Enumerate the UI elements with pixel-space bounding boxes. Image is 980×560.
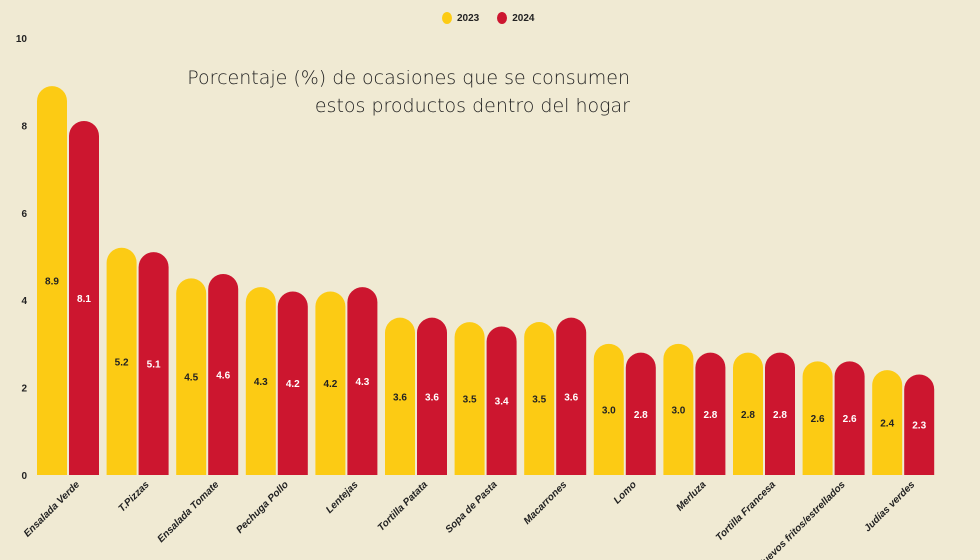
data-label: 3.0 [602, 405, 616, 416]
bar-2024 [625, 352, 656, 475]
x-tick-label: Sopa de Pasta [444, 479, 500, 535]
bar-2024 [347, 287, 378, 475]
x-tick-label: Ensalada Tomate [156, 479, 222, 545]
bar-2023 [315, 291, 346, 475]
bar-2023 [872, 370, 903, 475]
data-label: 4.6 [216, 370, 230, 381]
x-tick-label: Ensalada Verde [22, 479, 82, 539]
x-tick-label: Pechuga Pollo [234, 479, 291, 536]
bar-2023 [802, 361, 833, 475]
x-tick-label: Tortilla Patata [376, 479, 431, 534]
x-tick-label: T.Pizzas [117, 479, 152, 514]
data-label: 2.8 [634, 410, 648, 421]
legend-swatch-2023 [442, 12, 452, 24]
chart-title: Porcentaje (%) de ocasiones que se consu… [187, 64, 630, 120]
bar-2023 [593, 343, 624, 475]
x-tick-label: Macarrones [522, 479, 570, 527]
x-tick-label: Lomo [612, 479, 639, 506]
bar-2024 [834, 361, 865, 475]
bar-2023 [37, 86, 67, 475]
data-label: 3.6 [564, 392, 578, 403]
bar-2023 [454, 322, 485, 475]
data-label: 3.4 [495, 397, 509, 408]
bar-2023 [524, 322, 555, 475]
bar-2023 [733, 352, 763, 475]
data-label: 8.9 [45, 277, 59, 288]
bar-2024 [277, 291, 308, 475]
bar-2024 [486, 326, 517, 475]
data-label: 2.6 [843, 414, 857, 425]
bar-2023 [385, 317, 415, 475]
bar-2023 [106, 247, 137, 475]
data-label: 3.6 [425, 392, 439, 403]
data-label: 4.2 [286, 379, 300, 390]
y-tick-label: 4 [21, 296, 27, 307]
data-label: 3.6 [393, 392, 407, 403]
bar-2023 [663, 343, 694, 475]
y-tick-label: 8 [21, 121, 27, 132]
bar-2024 [765, 352, 795, 475]
data-label: 3.5 [463, 395, 477, 406]
legend: 2023 2024 [442, 12, 535, 24]
data-label: 2.3 [912, 421, 926, 432]
legend-swatch-2024 [497, 12, 508, 24]
chart-title-line-1: Porcentaje (%) de ocasiones que se consu… [187, 67, 630, 89]
data-label: 2.8 [741, 410, 755, 421]
bar-2024 [695, 352, 726, 475]
data-label: 4.3 [355, 377, 369, 388]
y-tick-label: 6 [21, 209, 27, 220]
legend-item-2023[interactable]: 2023 [442, 12, 479, 24]
data-label: 4.2 [323, 379, 337, 390]
x-tick-label: Merluza [674, 479, 708, 513]
data-label: 3.0 [671, 405, 685, 416]
y-tick-label: 0 [21, 471, 27, 482]
legend-label-2023: 2023 [457, 12, 480, 24]
bar-2024 [417, 317, 447, 475]
data-label: 2.8 [773, 410, 787, 421]
bar-2024 [904, 374, 935, 475]
data-label: 4.5 [184, 373, 198, 384]
data-label: 3.5 [532, 395, 546, 406]
y-tick-label: 2 [21, 384, 27, 395]
data-label: 2.8 [703, 410, 717, 421]
data-label: 5.1 [147, 360, 161, 371]
bar-2023 [245, 287, 276, 475]
x-tick-label: Judías verdes [862, 479, 917, 534]
data-label: 8.1 [77, 294, 91, 305]
data-label: 2.6 [811, 414, 825, 425]
legend-item-2024[interactable]: 2024 [497, 12, 535, 24]
legend-label-2024: 2024 [512, 12, 535, 24]
bar-2024 [556, 317, 587, 475]
x-tick-label: Tortilla Francesa [714, 479, 778, 543]
data-label: 2.4 [880, 419, 894, 430]
x-tick-label: Lentejas [324, 479, 361, 516]
y-tick-label: 10 [16, 34, 28, 45]
bar-2024 [138, 252, 169, 475]
bar-2024 [208, 273, 239, 475]
data-label: 5.2 [115, 357, 129, 368]
chart-title-line-2: estos productos dentro del hogar [314, 95, 630, 117]
bar-2023 [176, 278, 207, 475]
bar-2024 [69, 121, 99, 475]
data-label: 4.3 [254, 377, 268, 388]
